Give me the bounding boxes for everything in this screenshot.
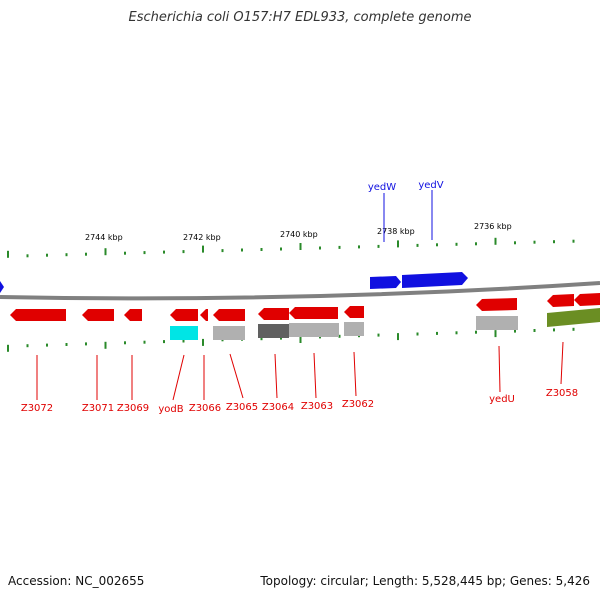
gene-label-Z3072[interactable]: Z3072	[21, 403, 53, 414]
annotation-bar-grey	[476, 316, 518, 330]
annotation-bar-olive	[547, 308, 600, 327]
genome-title: Escherichia coli O157:H7 EDL933, complet…	[128, 10, 472, 25]
gene-label-yedU[interactable]: yedU	[489, 394, 515, 405]
forward-gene-edge[interactable]	[0, 281, 4, 293]
gene-Z3066[interactable]	[200, 309, 208, 321]
gene-Z3063[interactable]	[289, 307, 338, 319]
scale-label-2744: 2744 kbp	[85, 233, 123, 242]
gene-label-Z3071[interactable]: Z3071	[82, 403, 114, 414]
annotation-bar-dark	[258, 324, 289, 338]
leader-Z3058	[560, 341, 564, 385]
gene-label-Z3062[interactable]: Z3062	[342, 399, 374, 410]
leader-Z3063	[313, 352, 317, 399]
gene-label-Z3058[interactable]: Z3058	[546, 388, 578, 399]
gene-yedW[interactable]	[370, 276, 401, 289]
gene-label-Z3064[interactable]: Z3064	[262, 402, 294, 413]
gene-label-Z3066[interactable]: Z3066	[189, 403, 221, 414]
accession-text: Accession: NC_002655	[8, 574, 145, 588]
leader-Z3064	[274, 353, 278, 399]
gene-label-Z3065[interactable]: Z3065	[226, 402, 258, 413]
scale-label-2742: 2742 kbp	[183, 233, 221, 242]
gene-label-yodB[interactable]: yodB	[158, 404, 183, 415]
gene-reverse-edge[interactable]	[574, 293, 600, 306]
gene-yodB[interactable]	[170, 309, 198, 321]
gene-label-yedW[interactable]: yedW	[368, 182, 396, 193]
genome-summary-text: Topology: circular; Length: 5,528,445 bp…	[260, 574, 590, 588]
gene-Z3069[interactable]	[124, 309, 142, 321]
top-tick-row	[7, 237, 575, 258]
gene-label-yedV[interactable]: yedV	[418, 180, 443, 191]
leader-yodB	[172, 354, 185, 401]
annotation-bar-cyan	[170, 326, 198, 340]
annotation-bar-grey	[344, 322, 364, 336]
gene-label-Z3069[interactable]: Z3069	[117, 403, 149, 414]
scale-label-2736: 2736 kbp	[474, 222, 512, 231]
gene-Z3072[interactable]	[10, 309, 66, 321]
gene-Z3058[interactable]	[547, 294, 574, 307]
scale-label-2738: 2738 kbp	[377, 227, 415, 236]
annotation-bar-grey	[289, 323, 339, 337]
gene-Z3062[interactable]	[344, 306, 364, 318]
leader-Z3062	[353, 351, 357, 397]
leader-Z3065	[229, 353, 244, 399]
annotation-bar-grey	[213, 326, 245, 340]
leader-yedU	[498, 345, 501, 393]
gene-yedV[interactable]	[402, 272, 468, 288]
gene-Z3065[interactable]	[213, 309, 245, 321]
gene-label-Z3063[interactable]: Z3063	[301, 401, 333, 412]
genome-backbone	[0, 281, 600, 301]
gene-Z3071[interactable]	[82, 309, 114, 321]
scale-label-2740: 2740 kbp	[280, 230, 318, 239]
gene-Z3064[interactable]	[258, 308, 289, 320]
gene-yedU[interactable]	[476, 298, 517, 311]
